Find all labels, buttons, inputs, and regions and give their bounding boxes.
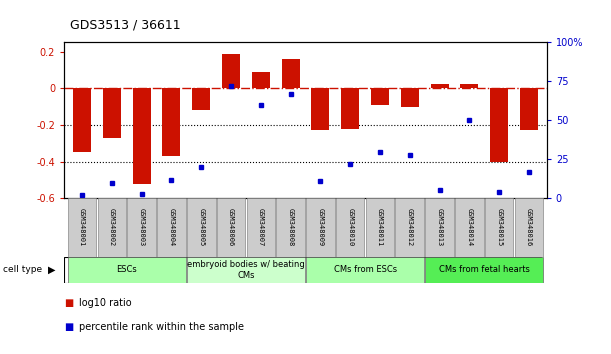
Bar — [336, 198, 365, 257]
Bar — [306, 257, 424, 282]
Text: GSM348004: GSM348004 — [169, 208, 174, 247]
Text: GSM348014: GSM348014 — [466, 208, 472, 247]
Bar — [490, 88, 508, 161]
Bar — [157, 198, 186, 257]
Text: ▶: ▶ — [48, 265, 55, 275]
Text: ■: ■ — [64, 322, 73, 332]
Bar — [431, 84, 448, 88]
Text: GSM348001: GSM348001 — [79, 208, 85, 247]
Text: ■: ■ — [64, 298, 73, 308]
Bar — [246, 198, 275, 257]
Bar — [366, 198, 394, 257]
Bar — [342, 88, 359, 129]
Bar — [401, 88, 419, 107]
Bar — [133, 88, 150, 184]
Text: GSM348009: GSM348009 — [317, 208, 323, 247]
Bar — [127, 198, 156, 257]
Bar — [485, 198, 513, 257]
Bar — [455, 198, 484, 257]
Bar — [276, 198, 305, 257]
Text: GSM348016: GSM348016 — [526, 208, 532, 247]
Text: percentile rank within the sample: percentile rank within the sample — [79, 322, 244, 332]
Bar — [222, 55, 240, 88]
Text: CMs from ESCs: CMs from ESCs — [334, 266, 397, 274]
Bar — [73, 88, 91, 153]
Bar — [252, 72, 269, 88]
Text: cell type: cell type — [3, 266, 42, 274]
Text: embryoid bodies w/ beating
CMs: embryoid bodies w/ beating CMs — [187, 260, 305, 280]
Text: GSM348011: GSM348011 — [377, 208, 383, 247]
Bar — [425, 198, 454, 257]
Bar — [312, 88, 329, 130]
Text: GSM348010: GSM348010 — [347, 208, 353, 247]
Bar — [395, 198, 424, 257]
Text: GSM348006: GSM348006 — [228, 208, 234, 247]
Text: GSM348007: GSM348007 — [258, 208, 264, 247]
Bar — [68, 198, 97, 257]
Text: GSM348013: GSM348013 — [437, 208, 442, 247]
Bar — [98, 198, 126, 257]
Bar — [187, 198, 216, 257]
Text: CMs from fetal hearts: CMs from fetal hearts — [439, 266, 530, 274]
Bar — [520, 88, 538, 130]
Text: GSM348003: GSM348003 — [139, 208, 145, 247]
Bar — [461, 84, 478, 88]
Bar — [282, 59, 299, 88]
Bar — [68, 257, 186, 282]
Text: GSM348015: GSM348015 — [496, 208, 502, 247]
Text: GSM348012: GSM348012 — [407, 208, 413, 247]
Bar — [187, 257, 305, 282]
Bar — [306, 198, 335, 257]
Bar — [217, 198, 245, 257]
Bar — [163, 88, 180, 156]
Text: GSM348002: GSM348002 — [109, 208, 115, 247]
Bar — [425, 257, 543, 282]
Bar — [103, 88, 121, 138]
Bar — [514, 198, 543, 257]
Bar — [192, 88, 210, 110]
Text: GDS3513 / 36611: GDS3513 / 36611 — [70, 19, 181, 32]
Bar — [371, 88, 389, 105]
Text: log10 ratio: log10 ratio — [79, 298, 132, 308]
Text: GSM348005: GSM348005 — [198, 208, 204, 247]
Text: GSM348008: GSM348008 — [288, 208, 294, 247]
Text: ESCs: ESCs — [116, 266, 137, 274]
